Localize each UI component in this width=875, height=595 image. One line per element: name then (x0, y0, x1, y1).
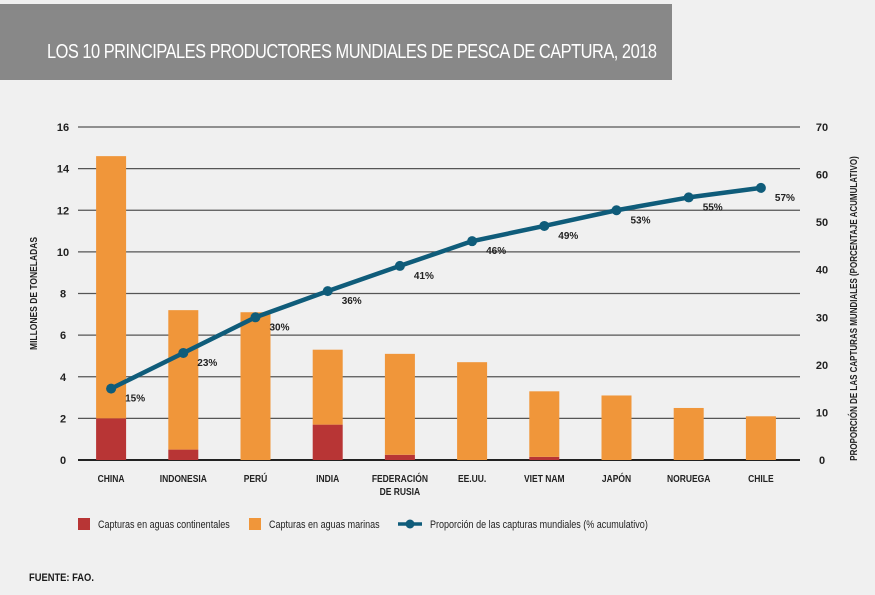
y-tick-label: 12 (57, 205, 69, 217)
legend: Capturas en aguas continentales Capturas … (78, 518, 648, 531)
cumulative-line: 15% 23% 30% 36% 41% 46% 49% 53% 55% 57% (106, 182, 795, 405)
source-note: FUENTE: FAO. (29, 572, 94, 584)
y2-tick-label: 70 (816, 122, 828, 134)
legend-label-cumulative: Proporción de las capturas mundiales (% … (430, 519, 648, 531)
line-point (611, 205, 622, 216)
x-tick-label: INDIA (316, 473, 339, 484)
y2-tick-label: 30 (816, 312, 828, 324)
x-tick-label: INDONESIA (160, 473, 207, 484)
axes: 0 2 4 6 8 10 12 14 16 0 10 20 30 40 50 60 70 MILLONES DE … (28, 122, 859, 497)
data-label: 49% (558, 231, 578, 242)
bar-marine (601, 395, 632, 460)
title-banner: LOS 10 PRINCIPALES PRODUCTORES MUNDIALES… (0, 4, 672, 80)
x-tick-label: VIET NAM (524, 473, 565, 484)
bar-continental (96, 418, 127, 460)
y-tick-label: 16 (57, 122, 69, 134)
line-point (755, 182, 766, 193)
y-tick-label: 8 (60, 289, 66, 301)
y-tick-label: 4 (60, 372, 67, 384)
x-tick-label: DE RUSIA (380, 486, 421, 497)
bar-continental (312, 424, 343, 460)
line-point (322, 286, 333, 297)
y-tick-label: 0 (60, 455, 66, 467)
y-tick-label: 6 (60, 330, 66, 342)
bar-marine (96, 156, 127, 419)
y2-tick-label: 50 (816, 217, 828, 229)
line-point (178, 347, 189, 358)
x-tick-label: PERÚ (244, 472, 268, 484)
x-tick-label: EE.UU. (458, 473, 486, 484)
legend-line-marker (405, 519, 415, 529)
data-label: 55% (703, 202, 723, 213)
data-label: 41% (414, 271, 434, 282)
x-tick-label: CHILE (748, 473, 773, 484)
legend-swatch-continental (78, 518, 90, 530)
bar-marine (745, 416, 776, 460)
legend-label-marine: Capturas en aguas marinas (269, 519, 380, 531)
line-point (394, 260, 405, 271)
data-label: 23% (197, 358, 217, 369)
bar-continental (384, 454, 415, 460)
legend-swatch-marine (249, 518, 261, 530)
data-label: 15% (125, 394, 145, 405)
y2-tick-label: 60 (816, 170, 828, 182)
x-tick-label: JAPÓN (602, 472, 632, 484)
data-label: 46% (486, 246, 506, 257)
data-label: 53% (631, 215, 651, 226)
bar-marine (529, 391, 560, 457)
bar-marine (240, 312, 271, 460)
y2-tick-label: 40 (816, 265, 828, 277)
x-tick-label: NORUEGA (667, 473, 711, 484)
y2-tick-label: 0 (819, 455, 825, 467)
data-label: 30% (270, 322, 290, 333)
y2-axis-label: PROPORCIÓN DE LAS CAPTURAS MUNDIALES (PO… (847, 156, 859, 460)
line-point (250, 312, 261, 323)
y-tick-label: 10 (57, 247, 69, 259)
y2-tick-label: 10 (816, 407, 828, 419)
bars (96, 156, 776, 460)
bar-marine (457, 362, 488, 460)
legend-label-continental: Capturas en aguas continentales (98, 519, 230, 531)
bar-marine (312, 349, 343, 425)
y2-tick-label: 20 (816, 360, 828, 372)
line-point (539, 220, 550, 231)
y-axis-label: MILLONES DE TONELADAS (28, 237, 39, 350)
y-tick-label: 14 (57, 164, 70, 176)
line-point (106, 383, 117, 394)
y-tick-label: 2 (60, 413, 66, 425)
bar-continental (168, 449, 199, 460)
data-label: 57% (775, 193, 795, 204)
line-point (683, 192, 694, 203)
line-point (467, 236, 478, 247)
bar-continental (529, 456, 560, 460)
data-label: 36% (342, 296, 362, 307)
x-tick-label: CHINA (98, 473, 125, 484)
chart-title: LOS 10 PRINCIPALES PRODUCTORES MUNDIALES… (47, 41, 657, 63)
x-tick-label: FEDERACIÓN (372, 472, 428, 484)
bar-marine (673, 407, 704, 460)
bar-marine (168, 310, 199, 450)
line-path (110, 185, 762, 391)
bar-marine (384, 353, 415, 455)
